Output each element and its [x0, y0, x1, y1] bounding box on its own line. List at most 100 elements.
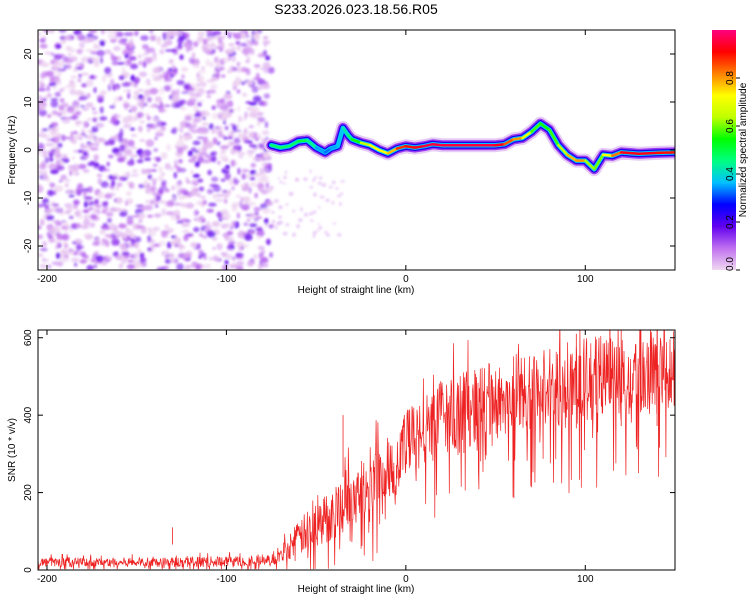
signal-track-segment	[566, 153, 578, 162]
noise-speck	[49, 75, 55, 83]
noise-speck	[164, 49, 173, 52]
noise-speck	[328, 186, 334, 189]
noise-speck	[80, 132, 86, 136]
noise-speck	[41, 134, 50, 138]
noise-speck	[262, 83, 270, 90]
noise-speck	[168, 166, 175, 171]
noise-speck	[69, 170, 73, 176]
noise-speck	[122, 123, 132, 129]
signal-track-segment	[557, 143, 569, 157]
noise-speck	[44, 156, 49, 164]
noise-speck	[38, 82, 43, 87]
noise-speck	[168, 59, 174, 64]
noise-speck	[142, 44, 149, 50]
noise-speck	[89, 143, 97, 146]
y-tick-label: 200	[23, 484, 34, 501]
noise-speck	[170, 258, 175, 264]
noise-speck	[192, 120, 198, 127]
signal-track-segment	[584, 159, 596, 171]
noise-speck	[125, 198, 133, 205]
noise-speck	[181, 74, 185, 79]
noise-speck	[157, 240, 166, 246]
noise-speck	[39, 43, 48, 49]
noise-speck	[263, 93, 270, 99]
noise-speck	[163, 104, 167, 109]
noise-speck	[122, 116, 130, 124]
noise-speck	[203, 224, 212, 230]
noise-speck	[266, 238, 271, 245]
noise-speck	[99, 56, 104, 64]
signal-track-segment	[329, 144, 339, 150]
noise-speck	[138, 219, 143, 223]
noise-speck	[204, 43, 211, 47]
noise-speck	[58, 54, 66, 58]
noise-speck	[262, 256, 268, 262]
noise-speck	[222, 104, 227, 112]
noise-speck	[85, 79, 94, 87]
noise-speck	[245, 101, 252, 104]
noise-speck	[252, 254, 258, 261]
snr-panel: -200 -100 0 100 0 200 400 600 Height of straigh…	[7, 329, 676, 595]
noise-speck	[73, 149, 79, 153]
noise-speck	[114, 85, 119, 89]
noise-speck	[216, 62, 221, 69]
noise-speck	[243, 128, 248, 135]
noise-speck	[104, 239, 110, 246]
noise-speck	[208, 123, 214, 130]
noise-speck	[193, 41, 199, 48]
noise-speck	[88, 206, 94, 211]
noise-speck	[209, 183, 219, 188]
noise-speck	[245, 59, 251, 64]
signal-track-segment	[278, 144, 291, 149]
noise-speck	[185, 202, 195, 209]
noise-speck	[265, 201, 274, 206]
signal-track-segment	[521, 130, 533, 140]
signal-track-segment	[610, 151, 623, 158]
noise-speck	[70, 48, 76, 53]
noise-speck	[119, 243, 126, 250]
noise-speck	[129, 31, 134, 37]
noise-speck	[300, 207, 303, 212]
noise-speck	[96, 49, 106, 57]
noise-speck	[89, 222, 96, 228]
noise-speck	[285, 203, 289, 206]
noise-speck	[292, 232, 296, 237]
noise-speck	[214, 125, 220, 130]
noise-speck	[340, 192, 343, 196]
noise-speck	[197, 88, 206, 95]
noise-speck	[125, 59, 129, 66]
noise-speck	[264, 121, 269, 129]
noise-speck	[176, 263, 184, 270]
noise-speck	[231, 159, 235, 167]
noise-speck	[212, 30, 222, 36]
noise-speck	[316, 229, 320, 232]
noise-speck	[211, 237, 218, 241]
noise-speck	[101, 75, 106, 83]
noise-speck	[262, 168, 270, 171]
noise-speck	[254, 172, 259, 178]
noise-speck	[136, 101, 145, 107]
signal-track-segment	[530, 122, 542, 134]
noise-speck	[325, 233, 330, 237]
signal-track-segment	[503, 138, 515, 146]
noise-speck	[188, 190, 197, 197]
noise-speck	[125, 191, 132, 196]
noise-speck	[198, 255, 202, 259]
noise-speck	[154, 201, 159, 205]
noise-speck	[130, 63, 138, 70]
noise-speck	[249, 111, 257, 117]
noise-speck	[133, 83, 138, 88]
noise-speck	[139, 257, 147, 263]
noise-speck	[188, 91, 195, 96]
noise-speck	[99, 229, 106, 234]
noise-speck	[162, 33, 167, 41]
noise-speck	[144, 157, 152, 161]
noise-speck	[90, 213, 97, 220]
noise-speck	[166, 143, 172, 152]
noise-speck	[118, 75, 125, 81]
noise-speck	[208, 202, 217, 207]
noise-speck	[245, 68, 251, 76]
noise-speck	[70, 83, 76, 89]
noise-speck	[222, 56, 230, 63]
noise-speck	[135, 236, 142, 243]
